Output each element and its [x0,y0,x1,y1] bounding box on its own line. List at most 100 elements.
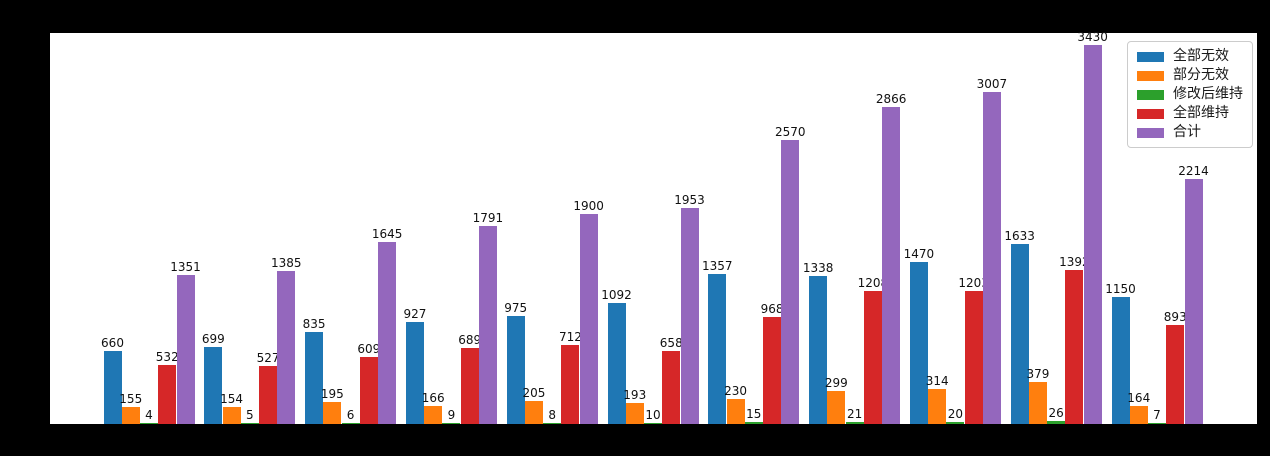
bar-value-label: 1385 [271,255,302,270]
bar-value-label: 658 [659,336,683,351]
bar-value-label: 927 [403,306,427,321]
bar-partially-invalid-group6 [625,402,644,424]
bar-fully-maintained-group3 [359,356,378,424]
bar-value-label: 527 [256,350,280,365]
bar-all-invalid-group10 [1010,243,1029,424]
bar-partially-invalid-group5 [524,401,543,424]
bar-maintained-after-amendment-group11 [1148,423,1166,424]
bar-all-invalid-group9 [909,261,928,424]
legend-item-total: 合计 [1137,123,1243,142]
bar-value-label: 975 [504,301,528,316]
legend-color-swatch [1137,51,1164,62]
bar-value-label: 9 [447,408,456,423]
bar-value-label: 4 [145,408,153,423]
bar-value-label: 3430 [1077,30,1108,44]
legend-item-partially-invalid: 部分无效 [1137,66,1243,85]
bar-fully-maintained-group8 [863,290,882,424]
bar-maintained-after-amendment-group2 [240,423,259,424]
legend-color-swatch [1137,70,1164,81]
bar-value-label: 379 [1026,367,1050,382]
bar-all-invalid-group6 [607,303,626,424]
bar-value-label: 193 [623,387,647,402]
bar-value-label: 1645 [371,227,403,242]
bar-value-label: 230 [724,383,747,398]
bar-maintained-after-amendment-group3 [341,423,360,424]
bar-value-label: 21 [846,406,863,421]
bar-partially-invalid-group10 [1028,382,1047,424]
bar-maintained-after-amendment-group5 [543,423,562,424]
bar-value-label: 893 [1163,310,1187,325]
bar-partially-invalid-group1 [121,406,140,424]
bar-value-label: 205 [522,386,546,401]
bar-value-label: 1791 [472,211,504,226]
bar-partially-invalid-group9 [928,389,947,424]
bar-value-label: 10 [645,407,661,422]
bar-all-invalid-group4 [405,321,424,424]
bar-value-label: 195 [320,387,344,402]
legend-color-swatch [1137,89,1164,100]
bar-partially-invalid-group8 [827,390,846,424]
bar-all-invalid-group8 [809,276,828,424]
bar-value-label: 314 [925,374,949,389]
legend: 全部无效部分无效修改后维持全部维持 合计 [1127,41,1253,148]
bar-total-group3 [378,242,397,424]
bar-fully-maintained-group6 [662,351,681,424]
bar-partially-invalid-group3 [323,402,342,424]
legend-item-label: 部分无效 [1173,67,1229,83]
bar-value-label: 26 [1048,406,1064,421]
legend-item-all-invalid: 全部无效 [1137,47,1243,66]
bar-value-label: 20 [947,406,964,421]
legend-item-label: 全部无效 [1173,48,1229,64]
bar-value-label: 2214 [1178,164,1209,179]
bar-fully-maintained-group10 [1065,270,1084,424]
legend-item-label: 修改后维持 [1173,86,1243,102]
bar-value-label: 1351 [170,259,201,274]
bar-value-label: 164 [1127,390,1151,405]
bar-value-label: 835 [302,316,326,331]
bar-fully-maintained-group7 [763,317,782,424]
bar-maintained-after-amendment-group8 [845,421,864,424]
legend-color-swatch [1137,127,1164,138]
bar-value-label: 968 [760,302,784,317]
bar-value-label: 1633 [1004,228,1035,243]
bar-maintained-after-amendment-group6 [644,422,662,424]
bar-value-label: 8 [548,408,556,423]
legend-item-label: 合计 [1173,124,1201,140]
bar-all-invalid-group11 [1111,296,1130,424]
bar-partially-invalid-group11 [1129,405,1148,424]
bar-value-label: 712 [558,330,582,345]
bar-maintained-after-amendment-group4 [442,423,461,424]
legend-color-swatch [1137,108,1164,119]
bar-all-invalid-group7 [708,274,727,424]
bar-all-invalid-group2 [204,346,223,424]
bar-total-group4 [478,226,497,424]
bar-value-label: 1900 [573,199,604,214]
bar-all-invalid-group1 [103,351,122,424]
bar-value-label: 689 [458,332,482,347]
bar-total-group10 [1083,45,1102,424]
bar-all-invalid-group5 [506,316,525,424]
bar-value-label: 1392 [1059,255,1090,270]
bar-total-group11 [1184,179,1203,424]
bar-total-group8 [882,107,901,424]
bar-total-group6 [680,208,699,424]
bar-value-label: 3007 [976,76,1008,91]
legend-item-maintained-after-amendment: 修改后维持 [1137,85,1243,104]
bar-value-label: 154 [220,391,243,406]
bar-value-label: 166 [421,390,445,405]
bar-value-label: 5 [245,408,254,423]
bar-maintained-after-amendment-group10 [1047,421,1066,424]
bars-layer: 660 155 4 532 1351 699 154 5 527 1385 835 195 6 609 16… [50,30,1257,424]
bar-value-label: 699 [201,331,225,346]
bar-value-label: 15 [746,407,762,422]
bar-fully-maintained-group11 [1166,325,1185,424]
bar-value-label: 2570 [775,125,806,140]
bar-maintained-after-amendment-group7 [744,422,763,424]
legend-item-fully-maintained: 全部维持 [1137,104,1243,123]
bar-value-label: 155 [119,391,143,406]
bar-fully-maintained-group4 [460,347,479,424]
bar-fully-maintained-group1 [158,365,177,424]
bar-value-label: 1150 [1105,281,1136,296]
plot-area: 660 155 4 532 1351 699 154 5 527 1385 835 195 6 609 16… [50,30,1257,424]
